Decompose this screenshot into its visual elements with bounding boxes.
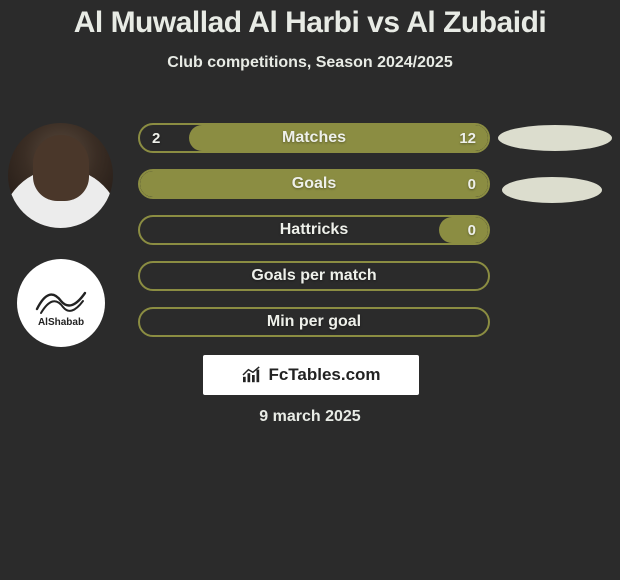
brand-text: FcTables.com [268, 365, 380, 385]
stat-row: Goals 0 [138, 169, 490, 199]
stat-row: Min per goal [138, 307, 490, 337]
stat-right-value: 0 [456, 171, 488, 197]
stat-right-value [464, 309, 488, 335]
club-name: AlShabab [38, 317, 84, 328]
stat-row: Goals per match [138, 261, 490, 291]
stat-row: 2 Matches 12 [138, 123, 490, 153]
stat-label: Hattricks [140, 217, 488, 243]
club-logo-icon [31, 279, 91, 319]
chart-icon [241, 366, 263, 384]
player1-avatar [8, 123, 113, 228]
stat-right-value: 12 [447, 125, 488, 151]
brand-badge: FcTables.com [203, 355, 419, 395]
club-badge: AlShabab [17, 259, 105, 347]
stat-right-value: 0 [456, 217, 488, 243]
stat-label: Matches [140, 125, 488, 151]
decorative-ellipse [502, 177, 602, 203]
stat-label: Min per goal [140, 309, 488, 335]
page-date: 9 march 2025 [0, 408, 620, 426]
stat-row: Hattricks 0 [138, 215, 490, 245]
page-title: Al Muwallad Al Harbi vs Al Zubaidi [0, 0, 620, 40]
stat-right-value [464, 263, 488, 289]
page-subtitle: Club competitions, Season 2024/2025 [0, 54, 620, 72]
stats-bars: 2 Matches 12 Goals 0 Hattricks 0 Goals p… [138, 123, 490, 337]
stat-label: Goals per match [140, 263, 488, 289]
decorative-ellipse [498, 125, 612, 151]
stat-label: Goals [140, 171, 488, 197]
